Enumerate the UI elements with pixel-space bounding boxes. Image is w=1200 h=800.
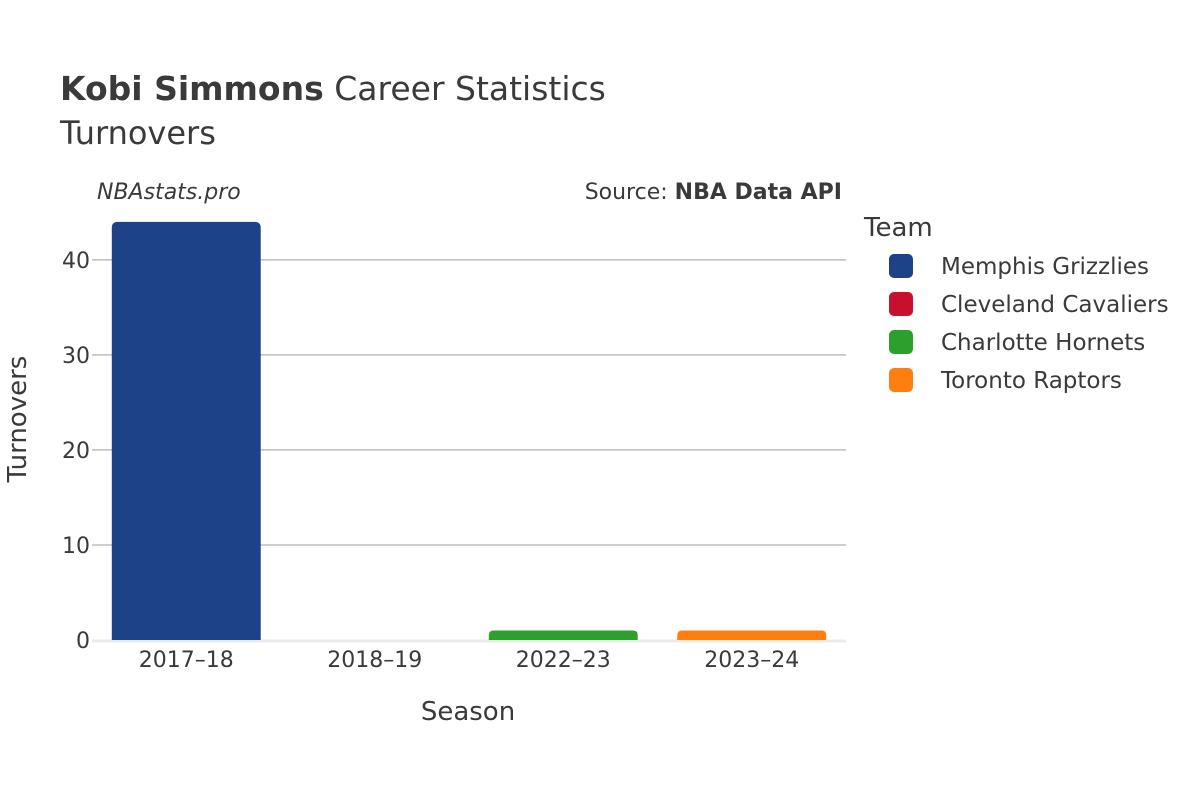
y-tick-label: 0 xyxy=(76,629,90,654)
x-tick-label: 2017–18 xyxy=(139,648,234,673)
source-prefix: Source: xyxy=(585,180,675,205)
x-tick-label: 2022–23 xyxy=(516,648,611,673)
x-tick-label: 2023–24 xyxy=(704,648,799,673)
legend-label: Memphis Grizzlies xyxy=(941,254,1149,280)
player-name: Kobi Simmons xyxy=(60,69,324,108)
bar xyxy=(111,221,261,640)
bars xyxy=(111,221,827,641)
y-tick-label: 30 xyxy=(62,344,90,369)
legend: Team Memphis Grizzlies Cleveland Cavalier… xyxy=(863,213,1169,394)
legend-swatch xyxy=(889,330,913,354)
chart-subtitle: Turnovers xyxy=(59,114,216,152)
x-tick-labels: 2017–18 2018–19 2022–23 2023–24 xyxy=(139,648,799,673)
y-tick-label: 10 xyxy=(62,534,90,559)
legend-label: Toronto Raptors xyxy=(940,368,1122,394)
y-tick-labels: 0 10 20 30 40 xyxy=(62,249,90,654)
x-tick-label: 2018–19 xyxy=(327,648,422,673)
y-tick-label: 40 xyxy=(62,249,90,274)
legend-title: Team xyxy=(863,213,933,243)
x-axis-title: Season xyxy=(421,697,515,727)
y-tick-label: 20 xyxy=(62,439,90,464)
title-rest: Career Statistics xyxy=(324,69,606,108)
legend-swatch xyxy=(889,368,913,392)
source-credit: Source: NBA Data API xyxy=(585,180,842,205)
legend-label: Charlotte Hornets xyxy=(941,330,1145,356)
chart-title: Kobi Simmons Career Statistics xyxy=(60,69,606,108)
legend-swatch xyxy=(889,254,913,278)
bar xyxy=(488,630,638,640)
site-credit: NBAstats.pro xyxy=(97,180,241,205)
bar xyxy=(677,630,827,640)
legend-swatch xyxy=(889,292,913,316)
legend-label: Cleveland Cavaliers xyxy=(941,292,1169,318)
y-axis-title: Turnovers xyxy=(3,356,33,484)
source-name: NBA Data API xyxy=(675,180,842,205)
